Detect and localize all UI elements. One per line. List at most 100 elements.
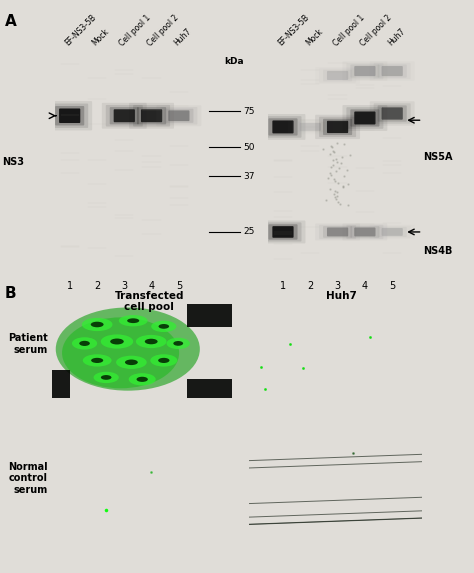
FancyBboxPatch shape (168, 111, 190, 121)
Text: 50: 50 (243, 143, 255, 151)
FancyBboxPatch shape (319, 68, 356, 83)
Text: NS5A: NS5A (423, 152, 452, 162)
Text: 3: 3 (335, 281, 341, 291)
Ellipse shape (125, 359, 138, 365)
FancyBboxPatch shape (59, 108, 80, 123)
FancyBboxPatch shape (378, 227, 407, 237)
Ellipse shape (127, 319, 139, 323)
FancyBboxPatch shape (327, 227, 348, 237)
FancyBboxPatch shape (156, 105, 201, 126)
FancyBboxPatch shape (300, 123, 321, 131)
Text: A: A (5, 14, 17, 29)
FancyBboxPatch shape (55, 106, 84, 125)
FancyBboxPatch shape (350, 226, 380, 238)
Text: kDa: kDa (224, 57, 244, 65)
Point (286, 339, 293, 348)
FancyBboxPatch shape (315, 115, 360, 139)
FancyBboxPatch shape (129, 103, 174, 129)
Ellipse shape (91, 321, 104, 327)
FancyBboxPatch shape (354, 227, 375, 237)
Text: Normal
control
serum: Normal control serum (8, 462, 47, 495)
Text: Cell pool 1: Cell pool 1 (118, 13, 153, 48)
FancyBboxPatch shape (346, 107, 383, 129)
Ellipse shape (93, 372, 119, 383)
Ellipse shape (151, 321, 176, 332)
FancyBboxPatch shape (319, 117, 356, 137)
FancyBboxPatch shape (160, 107, 197, 124)
FancyBboxPatch shape (374, 63, 410, 79)
Ellipse shape (62, 317, 179, 388)
Ellipse shape (137, 376, 148, 382)
FancyBboxPatch shape (273, 226, 293, 238)
Text: 4: 4 (362, 281, 368, 291)
Ellipse shape (128, 373, 155, 386)
FancyBboxPatch shape (268, 118, 298, 136)
Text: 37: 37 (243, 171, 255, 180)
Ellipse shape (158, 324, 169, 329)
FancyBboxPatch shape (261, 221, 305, 244)
FancyBboxPatch shape (323, 226, 352, 238)
FancyBboxPatch shape (264, 116, 301, 138)
Text: 5: 5 (176, 281, 182, 291)
FancyBboxPatch shape (370, 101, 415, 125)
Text: 5: 5 (389, 281, 395, 291)
FancyBboxPatch shape (51, 104, 88, 128)
FancyBboxPatch shape (296, 122, 325, 132)
Text: 25: 25 (243, 227, 255, 237)
FancyBboxPatch shape (133, 105, 170, 127)
FancyBboxPatch shape (374, 103, 410, 124)
FancyBboxPatch shape (109, 107, 139, 124)
Text: 2: 2 (307, 281, 313, 291)
Text: EF-NS3-5B: EF-NS3-5B (277, 13, 311, 48)
FancyBboxPatch shape (327, 71, 348, 80)
Point (261, 384, 269, 394)
Ellipse shape (173, 341, 183, 346)
FancyBboxPatch shape (374, 226, 410, 238)
Ellipse shape (79, 341, 90, 346)
Ellipse shape (101, 375, 111, 380)
Ellipse shape (158, 358, 170, 363)
Ellipse shape (119, 315, 147, 327)
FancyBboxPatch shape (378, 105, 407, 121)
FancyBboxPatch shape (273, 120, 293, 134)
Bar (52, 370, 70, 398)
Ellipse shape (136, 335, 166, 348)
Bar (187, 379, 232, 398)
Point (147, 468, 155, 477)
Point (349, 449, 356, 458)
Point (366, 332, 374, 342)
FancyBboxPatch shape (141, 109, 162, 122)
Text: B: B (5, 286, 17, 301)
Ellipse shape (166, 337, 190, 349)
FancyBboxPatch shape (346, 225, 383, 239)
FancyBboxPatch shape (382, 107, 403, 120)
Ellipse shape (82, 318, 112, 331)
FancyBboxPatch shape (327, 121, 348, 133)
FancyBboxPatch shape (261, 114, 305, 140)
FancyBboxPatch shape (164, 109, 193, 123)
Text: Huh7: Huh7 (173, 27, 193, 48)
Ellipse shape (56, 308, 200, 391)
Text: Cell pool 1: Cell pool 1 (331, 13, 366, 48)
Ellipse shape (150, 354, 177, 367)
Text: 1: 1 (280, 281, 286, 291)
Text: 75: 75 (243, 107, 255, 116)
Text: Huh7: Huh7 (326, 291, 357, 300)
FancyBboxPatch shape (346, 63, 383, 79)
FancyBboxPatch shape (350, 109, 380, 127)
Point (257, 363, 264, 372)
FancyBboxPatch shape (350, 64, 380, 78)
Ellipse shape (101, 335, 133, 348)
FancyBboxPatch shape (102, 103, 147, 129)
Point (299, 363, 306, 372)
Text: Mock: Mock (91, 27, 111, 48)
Ellipse shape (72, 337, 97, 350)
FancyBboxPatch shape (354, 112, 375, 124)
Text: NS3: NS3 (2, 157, 24, 167)
FancyBboxPatch shape (106, 105, 143, 127)
Text: 1: 1 (67, 281, 73, 291)
FancyBboxPatch shape (137, 107, 166, 124)
FancyBboxPatch shape (382, 66, 403, 76)
Ellipse shape (83, 354, 111, 367)
Text: 3: 3 (121, 281, 128, 291)
